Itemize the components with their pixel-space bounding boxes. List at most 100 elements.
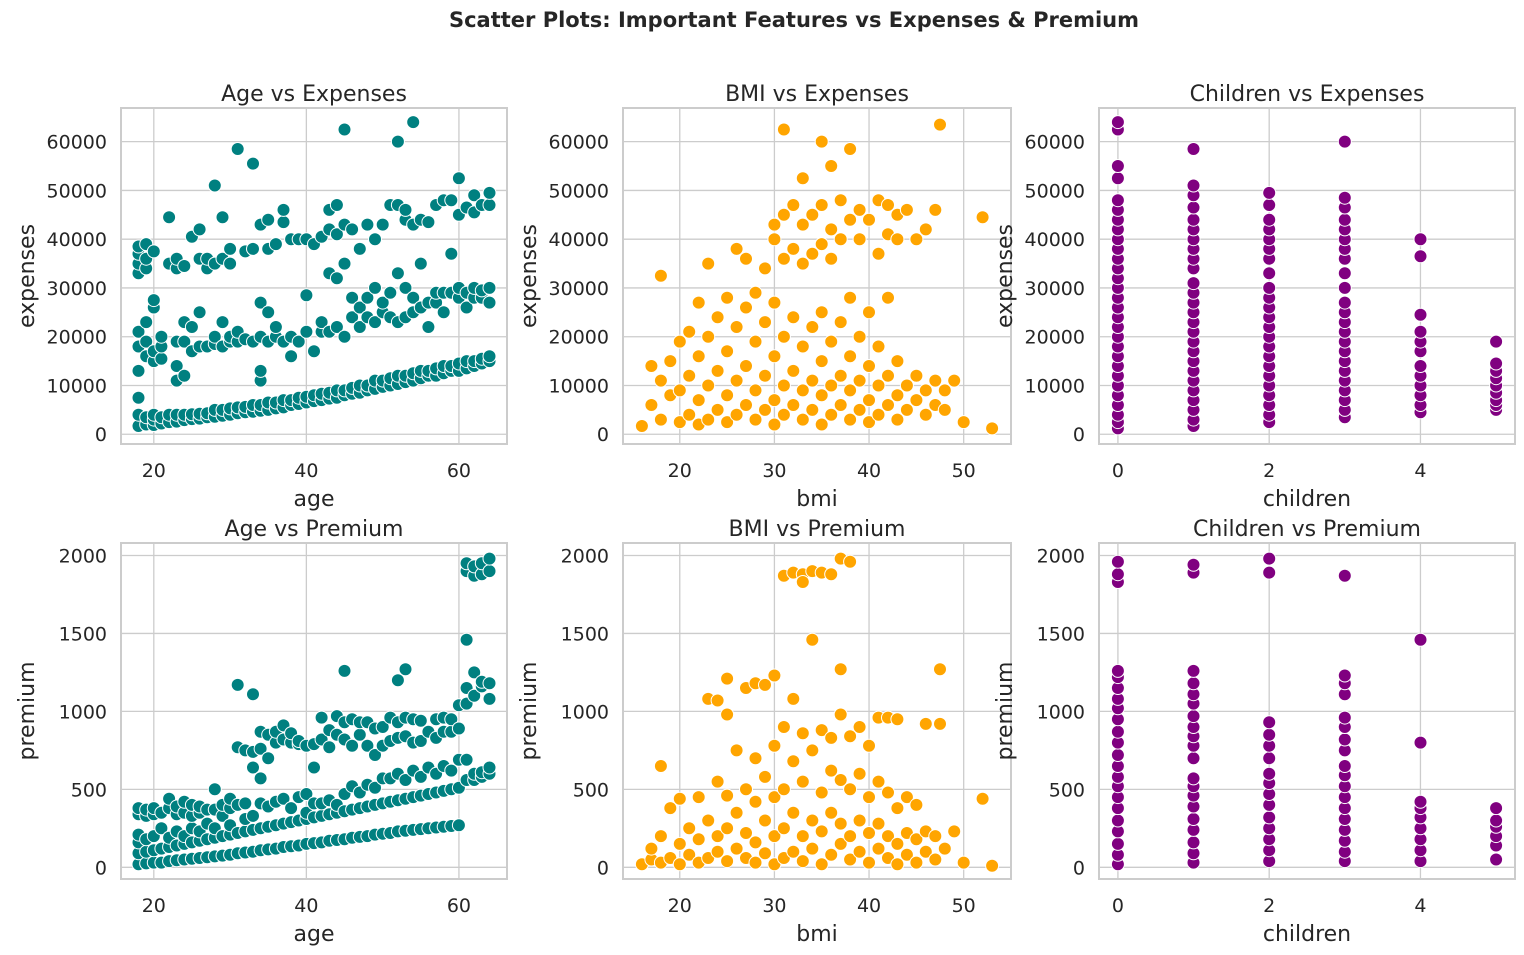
xtick-label: 4: [1414, 895, 1426, 917]
data-point: [253, 741, 268, 756]
points-children-expenses: [1110, 115, 1504, 436]
data-point: [383, 285, 398, 300]
data-point: [1337, 295, 1352, 310]
data-point: [284, 349, 299, 364]
data-point: [862, 415, 876, 430]
data-point: [207, 178, 222, 193]
data-point: [729, 841, 744, 856]
data-point: [701, 412, 716, 427]
data-point: [805, 841, 820, 856]
xtick-label: 4: [1414, 460, 1426, 482]
data-point: [337, 329, 352, 344]
data-point: [720, 344, 735, 359]
data-point: [672, 334, 687, 349]
data-point: [223, 256, 238, 271]
data-point: [1413, 232, 1428, 247]
data-point: [413, 256, 428, 271]
data-point: [1489, 801, 1504, 816]
data-point: [682, 324, 697, 339]
data-point: [1110, 836, 1125, 851]
data-point: [786, 754, 801, 769]
data-point: [720, 821, 735, 836]
data-point: [899, 847, 914, 862]
data-point: [1413, 359, 1428, 373]
data-point: [833, 398, 848, 412]
data-point: [824, 805, 839, 820]
data-point: [268, 237, 283, 252]
data-point: [852, 373, 867, 388]
data-point: [146, 244, 161, 259]
data-point: [795, 383, 810, 398]
subplot-title: Age vs Premium: [225, 517, 404, 542]
data-point: [758, 677, 772, 692]
data-point: [881, 829, 895, 844]
data-point: [1262, 280, 1277, 295]
data-point: [805, 373, 820, 388]
data-point: [805, 320, 820, 334]
data-point: [890, 857, 905, 872]
data-point: [748, 334, 763, 349]
data-point: [720, 671, 735, 686]
data-point: [776, 782, 791, 797]
data-point: [1337, 710, 1352, 725]
data-point: [390, 134, 405, 149]
data-point: [710, 693, 725, 708]
data-point: [918, 844, 933, 859]
data-point: [786, 310, 801, 325]
data-point: [786, 691, 801, 706]
data-point: [653, 412, 668, 427]
data-point: [786, 844, 801, 859]
data-point: [956, 415, 971, 430]
data-point: [653, 268, 668, 283]
data-point: [1489, 852, 1504, 867]
data-point: [1262, 810, 1277, 825]
data-point: [1110, 115, 1125, 130]
data-point: [352, 727, 367, 742]
data-point: [261, 212, 276, 227]
data-point: [871, 774, 886, 789]
data-point: [1413, 735, 1428, 750]
data-point: [748, 412, 763, 427]
data-point: [390, 673, 405, 688]
data-point: [368, 315, 382, 330]
data-point: [852, 202, 867, 217]
data-point: [814, 824, 829, 839]
data-point: [720, 388, 735, 403]
data-point: [459, 632, 474, 647]
data-point: [795, 829, 810, 844]
data-point: [691, 832, 706, 847]
xtick-label: 20: [668, 895, 692, 917]
data-point: [890, 412, 905, 427]
data-point: [852, 766, 867, 781]
subplot-title: Children vs Expenses: [1190, 82, 1425, 107]
data-point: [368, 780, 382, 795]
data-point: [644, 398, 659, 412]
data-point: [1262, 751, 1277, 766]
data-point: [1110, 748, 1125, 762]
ytick-label: 60000: [47, 132, 107, 154]
data-point: [786, 198, 801, 212]
data-point: [482, 564, 497, 579]
data-point: [1489, 334, 1504, 349]
ytick-label: 0: [1073, 857, 1085, 879]
data-point: [814, 134, 829, 149]
data-point: [786, 363, 801, 378]
data-point: [375, 217, 390, 232]
data-point: [748, 751, 763, 766]
data-point: [1186, 178, 1201, 193]
subplot-title: BMI vs Premium: [729, 517, 906, 542]
data-point: [739, 300, 753, 315]
data-point: [824, 334, 839, 349]
data-point: [162, 210, 177, 225]
data-point: [909, 368, 924, 383]
data-point: [937, 402, 952, 417]
data-point: [871, 841, 886, 856]
axes-frame: [1098, 542, 1516, 880]
data-point: [139, 334, 154, 349]
data-point: [368, 280, 382, 295]
data-point: [881, 785, 895, 800]
data-point: [444, 193, 459, 208]
data-point: [824, 222, 839, 237]
data-point: [672, 383, 687, 398]
